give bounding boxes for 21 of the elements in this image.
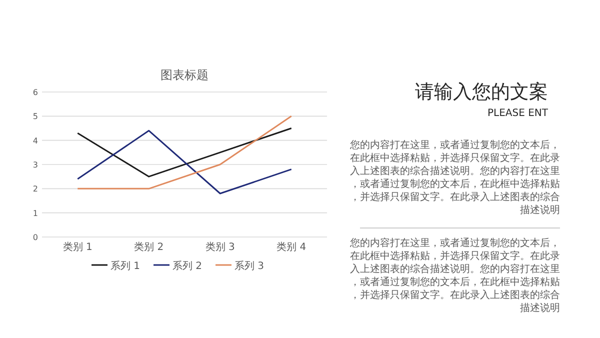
text: 请输入您的文案 xyxy=(415,81,548,103)
y-tick-label: 5 xyxy=(32,112,38,122)
y-tick-label: 3 xyxy=(32,160,38,170)
x-tick-label: 类别 2 xyxy=(134,241,164,253)
legend-label: 系列 2 xyxy=(172,260,202,272)
text: 您的内容打在这里，或者通过复制您的文本后，在此框中选择粘贴，并选择只保留文字。在此录入上述图表的综合描述说明。您的内容打在这里，或者通过复制您的文本后，在此框中选择粘贴，并选择只保留文字。在此录入上述图表的综合描述说明 xyxy=(349,237,560,314)
x-tick-label: 类别 4 xyxy=(276,241,306,253)
x-tick-label: 类别 1 xyxy=(62,241,92,253)
y-tick-label: 1 xyxy=(32,208,38,218)
line-series xyxy=(76,130,292,194)
legend-label: 系列 1 xyxy=(110,260,140,272)
chart-title: 图表标题 xyxy=(160,68,208,82)
y-tick-label: 0 xyxy=(32,233,38,242)
y-tick-label: 2 xyxy=(32,184,38,194)
y-tick-label: 4 xyxy=(32,136,38,146)
text: 您的内容打在这里，或者通过复制您的文本后，在此框中选择粘贴，并选择只保留文字。在此录入上述图表的综合描述说明。您的内容打在这里，或者通过复制您的文本后，在此框中选择粘贴，并选择只保留文字。在此录入上述图表的综合描述说明 xyxy=(349,139,560,216)
legend-label: 系列 3 xyxy=(234,260,264,272)
text: PLEASE ENT xyxy=(487,108,549,119)
y-tick-label: 6 xyxy=(32,88,38,97)
x-tick-label: 类别 3 xyxy=(205,241,235,253)
line-series xyxy=(76,128,292,178)
